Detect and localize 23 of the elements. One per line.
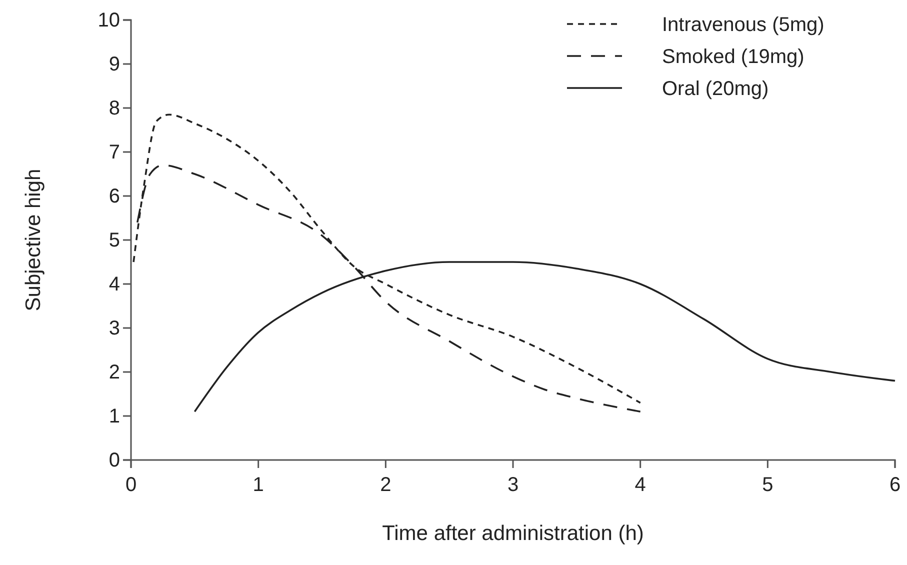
y-tick-label: 5: [108, 229, 120, 252]
y-tick-label: 3: [108, 317, 120, 340]
x-tick-label: 4: [634, 474, 646, 496]
x-tick-label: 1: [252, 474, 264, 496]
x-tick-label: 2: [380, 474, 392, 496]
y-tick-label: 2: [108, 361, 120, 384]
y-tick-label: 10: [98, 9, 120, 32]
legend-label: Smoked (19mg): [662, 46, 804, 68]
x-axis-title: Time after administration (h): [382, 522, 644, 545]
y-tick-label: 4: [108, 273, 120, 296]
y-tick-label: 7: [108, 141, 120, 164]
x-tick-label: 0: [125, 474, 137, 496]
y-tick-label: 6: [108, 185, 120, 208]
x-tick-label: 6: [889, 474, 901, 496]
y-tick-label: 0: [108, 449, 120, 472]
y-tick-label: 8: [108, 97, 120, 120]
legend-label: Intravenous (5mg): [662, 14, 824, 36]
x-tick-label: 5: [762, 474, 774, 496]
y-tick-label: 1: [108, 405, 120, 428]
y-axis-title: Subjective high: [22, 168, 45, 312]
legend-label: Oral (20mg): [662, 78, 769, 100]
y-tick-label: 9: [108, 53, 120, 76]
x-tick-label: 3: [507, 474, 519, 496]
